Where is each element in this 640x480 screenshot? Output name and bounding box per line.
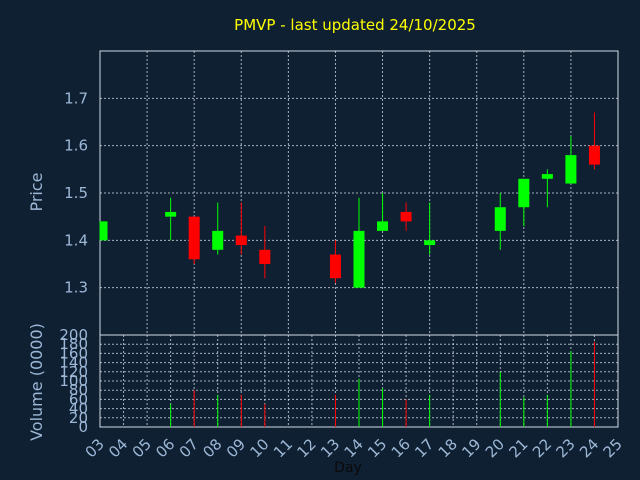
candle-body — [424, 240, 436, 246]
price-tick-label: 1.7 — [64, 89, 88, 107]
day-tick-label: 22 — [529, 435, 555, 461]
day-tick-label: 13 — [317, 435, 343, 461]
candle-body — [494, 207, 506, 231]
price-tick-label: 1.5 — [64, 184, 88, 202]
volume-tick-label: 180 — [59, 335, 88, 353]
day-tick-label: 19 — [458, 435, 484, 461]
candle-body — [259, 249, 271, 264]
volume-tick-label: 160 — [59, 344, 88, 362]
price-panel: 1.3 1.4 1.5 1.6 1.7 — [64, 50, 619, 336]
volume-tick-label: 100 — [59, 372, 88, 390]
x-axis-label: Day — [334, 460, 362, 476]
volume-tick-label: 40 — [69, 400, 88, 418]
day-tick-label: 18 — [435, 435, 461, 461]
volume-tick-label: 200 — [59, 326, 88, 344]
price-axis-label: Price — [27, 172, 46, 211]
day-tick-label: 06 — [152, 435, 178, 461]
candle-body — [188, 216, 200, 260]
candle-body — [165, 211, 177, 217]
day-tick-label: 15 — [364, 435, 390, 461]
day-tick-label: 24 — [576, 435, 602, 461]
candle-body — [377, 221, 389, 231]
day-tick-label: 20 — [482, 435, 508, 461]
day-tick-label: 04 — [105, 435, 131, 461]
volume-tick-label: 140 — [59, 354, 88, 372]
volume-tick-label: 60 — [69, 390, 88, 408]
candle-body — [329, 254, 341, 279]
volume-tick-label: 80 — [69, 381, 88, 399]
day-tick-label: 25 — [600, 435, 626, 461]
price-tick-label: 1.4 — [64, 231, 88, 249]
day-tick-label: 12 — [294, 435, 320, 461]
day-tick-label: 05 — [129, 435, 155, 461]
candle-body — [353, 230, 365, 288]
volume-tick-label: 20 — [69, 409, 88, 427]
day-tick-label: 21 — [505, 435, 531, 461]
day-tick-label: 10 — [246, 435, 272, 461]
day-tick-label: 09 — [223, 435, 249, 461]
volume-tick-label: 0 — [78, 418, 88, 436]
price-tick-label: 1.3 — [64, 279, 88, 297]
volume-axis-label: Volume (0000) — [27, 323, 46, 441]
day-tick-label: 08 — [199, 435, 225, 461]
day-tick-label: 03 — [82, 435, 108, 461]
candle-body — [235, 235, 247, 246]
candle-body — [565, 155, 577, 184]
price-tick-label: 1.6 — [64, 137, 88, 155]
volume-panel: 0204060801001201401601802000304050607080… — [59, 326, 625, 461]
candle-body — [400, 211, 412, 222]
day-tick-label: 17 — [411, 435, 437, 461]
candle-body — [212, 230, 224, 250]
volume-tick-label: 120 — [59, 363, 88, 381]
day-tick-label: 11 — [270, 435, 296, 461]
day-tick-label: 23 — [553, 435, 579, 461]
candle-body — [518, 178, 530, 208]
day-tick-label: 16 — [388, 435, 414, 461]
candle-body — [541, 174, 553, 179]
candle-body — [100, 221, 108, 241]
day-tick-label: 07 — [176, 435, 202, 461]
chart-title: PMVP - last updated 24/10/2025 — [234, 16, 476, 34]
day-tick-label: 14 — [341, 435, 367, 461]
candle-body — [588, 145, 600, 165]
